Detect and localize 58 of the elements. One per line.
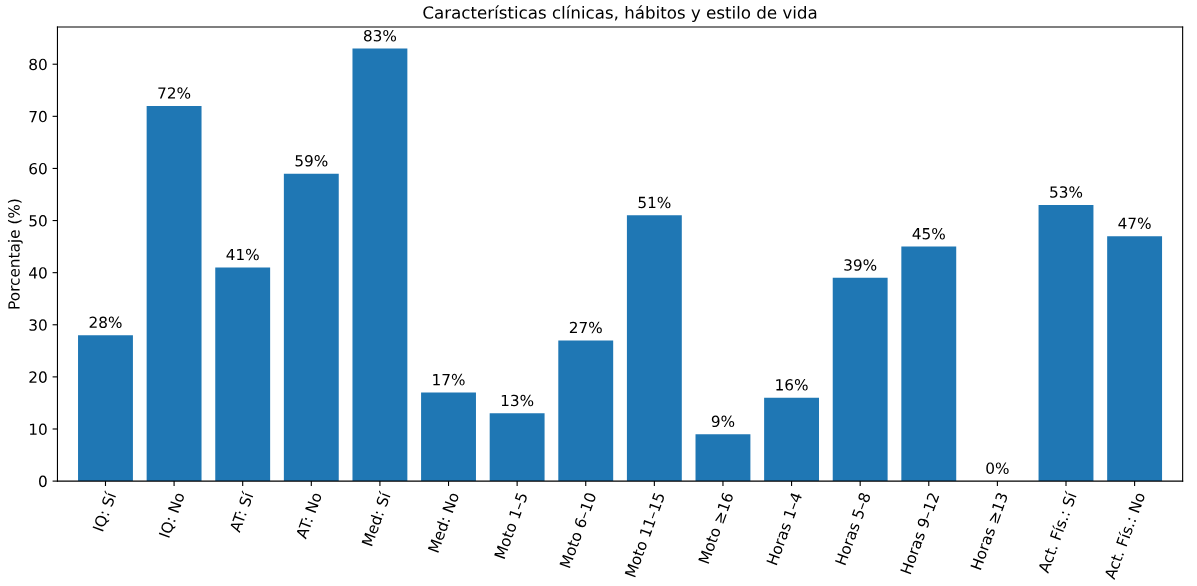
y-axis-title: Porcentaje (%) bbox=[7, 199, 23, 309]
x-tick-label: Horas 5–8 bbox=[834, 491, 871, 566]
y-tick-label: 60 bbox=[29, 162, 47, 175]
data-label: 41% bbox=[226, 248, 259, 261]
bar bbox=[489, 413, 545, 482]
x-tick-label: Moto 1–5 bbox=[494, 492, 528, 560]
x-tick-label: Med: Sí bbox=[360, 490, 392, 547]
data-label: 17% bbox=[433, 373, 465, 386]
y-tick-label: 0 bbox=[39, 475, 47, 488]
data-label: 59% bbox=[295, 154, 328, 167]
bar bbox=[283, 173, 339, 482]
data-label: 13% bbox=[501, 394, 534, 407]
bar bbox=[695, 434, 751, 482]
data-label: 0% bbox=[986, 462, 1009, 474]
data-label: 47% bbox=[1118, 217, 1151, 230]
data-label: 9% bbox=[711, 415, 735, 428]
bar bbox=[1107, 236, 1163, 482]
y-tick-label: 70 bbox=[29, 110, 47, 123]
data-label: 45% bbox=[912, 227, 945, 240]
bar bbox=[764, 397, 820, 482]
x-tick-label: Med: No bbox=[427, 491, 460, 553]
bar bbox=[626, 215, 682, 482]
data-label: 27% bbox=[569, 321, 602, 334]
x-tick-label: Horas ≥13 bbox=[970, 492, 1009, 571]
bar bbox=[901, 246, 957, 482]
data-label: 53% bbox=[1050, 186, 1083, 198]
bar bbox=[1038, 204, 1094, 482]
x-tick-label: Moto 6–10 bbox=[559, 491, 597, 569]
data-label: 72% bbox=[158, 87, 191, 99]
data-label: 28% bbox=[89, 316, 122, 329]
data-label: 39% bbox=[844, 259, 877, 271]
bar bbox=[352, 48, 408, 482]
data-label: 83% bbox=[363, 29, 397, 42]
chart-title: Características clínicas, hábitos y estilo de vida bbox=[423, 5, 817, 23]
y-tick-label: 30 bbox=[29, 319, 47, 331]
x-tick-label: AT: No bbox=[295, 491, 323, 540]
x-tick-label: Horas 1–4 bbox=[766, 491, 803, 566]
x-tick-label: Act. Fís.: Sí bbox=[1036, 490, 1078, 574]
data-label: 51% bbox=[638, 196, 671, 209]
data-label: 16% bbox=[776, 379, 808, 391]
y-tick-label: 80 bbox=[29, 58, 47, 71]
x-tick-label: Moto ≥16 bbox=[698, 491, 734, 564]
bar bbox=[558, 340, 614, 482]
x-tick-label: Horas 9–12 bbox=[900, 492, 940, 575]
x-tick-label: IQ: Sí bbox=[91, 490, 119, 533]
x-tick-label: Act. Fís.: No bbox=[1102, 491, 1146, 581]
x-tick-label: IQ: No bbox=[158, 491, 187, 539]
bar bbox=[146, 105, 202, 482]
x-tick-label: AT: Sí bbox=[228, 490, 254, 534]
bar bbox=[215, 267, 271, 482]
bar bbox=[421, 392, 476, 482]
y-tick-label: 20 bbox=[29, 371, 47, 383]
y-tick-label: 50 bbox=[29, 215, 47, 227]
y-tick-label: 40 bbox=[29, 267, 47, 279]
bar bbox=[78, 335, 133, 482]
x-tick-label: Moto 11–15 bbox=[624, 492, 666, 578]
bar bbox=[832, 277, 888, 482]
y-tick-label: 10 bbox=[29, 423, 47, 436]
